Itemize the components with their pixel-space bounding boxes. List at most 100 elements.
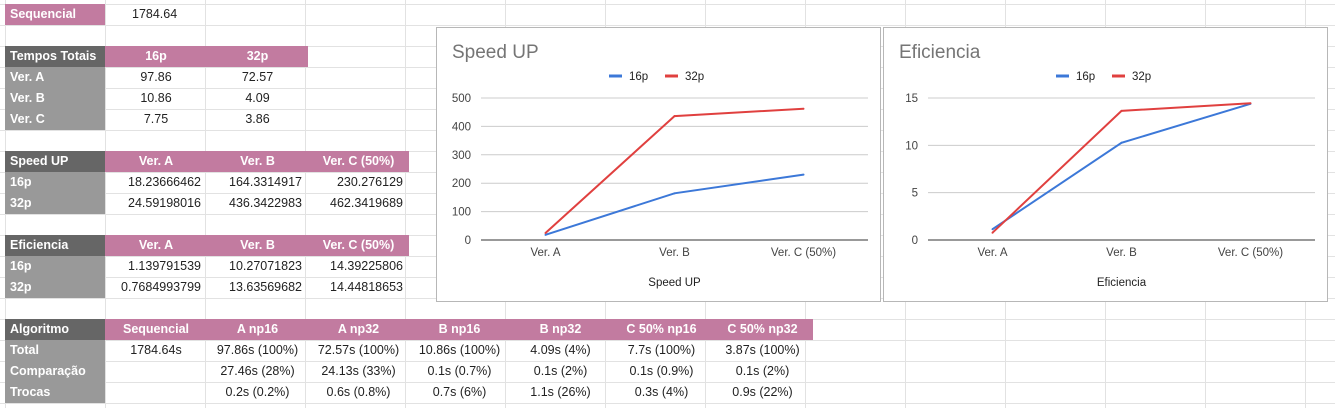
eficiencia-cell[interactable]: 0.7684993799 <box>121 280 201 294</box>
algoritmo-cell[interactable]: 3.87s (100%) <box>725 343 800 357</box>
y-tick-label: 500 <box>452 93 471 105</box>
eficiencia-header-col[interactable]: Ver. C (50%) <box>308 235 409 256</box>
eficiencia-cell[interactable]: 10.27071823 <box>229 259 302 273</box>
tempos-header-label[interactable]: Tempos Totais <box>5 46 105 67</box>
algoritmo-header-label[interactable]: Algoritmo <box>5 319 105 340</box>
eficiencia-row-label[interactable]: 32p <box>5 277 105 298</box>
eficiencia-chart[interactable]: Eficiencia 16p 32p 0 5 10 15 Ver. A Ver. B Ver. … <box>883 27 1328 302</box>
data-point-16p <box>673 192 676 195</box>
algoritmo-cell[interactable]: 1784.64s <box>130 343 182 357</box>
algoritmo-cell[interactable] <box>105 382 207 403</box>
algoritmo-cell[interactable]: 10.86s (100%) <box>418 343 501 357</box>
eficiencia-chart-svg: 16p 32p 0 5 10 15 Ver. A Ver. B Ver. C (50%) Efic… <box>905 71 1315 289</box>
algoritmo-header-col[interactable]: Sequencial <box>105 319 207 340</box>
speedup-chart-svg: 16p 32p 0 100 200 300 400 500 Ver. A Ver. B Ver. C… <box>452 71 868 289</box>
algoritmo-cell[interactable]: 27.46s (28%) <box>220 364 295 378</box>
x-tick-label: Ver. C (50%) <box>1218 247 1283 259</box>
speedup-row-label[interactable]: 16p <box>5 172 105 193</box>
legend-label-16p: 16p <box>629 71 648 83</box>
x-tick-label: Ver. A <box>977 247 1007 259</box>
eficiencia-cell[interactable]: 1.139791539 <box>128 259 201 273</box>
algoritmo-cell[interactable]: 0.1s (2%) <box>533 364 588 378</box>
algoritmo-cell[interactable]: 97.86s (100%) <box>216 343 299 357</box>
tempos-cell[interactable]: 97.86 <box>140 70 172 84</box>
eficiencia-cell[interactable]: 14.39225806 <box>330 259 403 273</box>
eficiencia-row-label[interactable]: 16p <box>5 256 105 277</box>
series-line-32p <box>991 102 1251 234</box>
speedup-header-label[interactable]: Speed UP <box>5 151 105 172</box>
tempos-cell[interactable]: 4.09 <box>245 91 270 105</box>
algoritmo-cell[interactable]: 0.9s (22%) <box>732 385 793 399</box>
eficiencia-cell[interactable]: 13.63569682 <box>229 280 302 294</box>
y-tick-label: 400 <box>452 121 471 133</box>
y-tick-label: 0 <box>912 235 918 247</box>
data-point-32p <box>991 231 994 234</box>
data-point-16p <box>802 173 805 176</box>
tempos-row-label[interactable]: Ver. A <box>5 67 105 88</box>
tempos-cell[interactable]: 7.75 <box>143 112 169 126</box>
algoritmo-row-label[interactable]: Total <box>5 340 105 361</box>
algoritmo-header-col[interactable]: C 50% np32 <box>712 319 813 340</box>
sequencial-label[interactable]: Sequencial <box>5 4 105 25</box>
speedup-chart-title: Speed UP <box>452 42 539 63</box>
algoritmo-cell[interactable]: 0.1s (2%) <box>735 364 790 378</box>
speedup-cell[interactable]: 18.23666462 <box>128 175 201 189</box>
speedup-row-label[interactable]: 32p <box>5 193 105 214</box>
eficiencia-header-label[interactable]: Eficiencia <box>5 235 105 256</box>
speedup-header-col[interactable]: Ver. B <box>207 151 308 172</box>
algoritmo-header-col[interactable]: A np32 <box>308 319 409 340</box>
y-tick-label: 100 <box>452 207 471 219</box>
eficiencia-header-col[interactable]: Ver. A <box>105 235 207 256</box>
algoritmo-cell[interactable] <box>105 361 207 382</box>
speedup-cell[interactable]: 436.3422983 <box>229 196 302 210</box>
algoritmo-cell[interactable]: 1.1s (26%) <box>530 385 591 399</box>
algoritmo-row-label[interactable]: Comparação <box>5 361 105 382</box>
algoritmo-cell[interactable]: 0.2s (0.2%) <box>225 385 290 399</box>
algoritmo-cell[interactable]: 0.1s (0.7%) <box>427 364 492 378</box>
algoritmo-header-col[interactable]: B np16 <box>409 319 510 340</box>
x-tick-label: Ver. C (50%) <box>771 247 836 259</box>
tempos-cell[interactable]: 72.57 <box>241 70 274 84</box>
algoritmo-header-col[interactable]: A np16 <box>207 319 308 340</box>
algoritmo-cell[interactable]: 24.13s (33%) <box>321 364 396 378</box>
series-line-16p <box>991 102 1251 231</box>
algoritmo-row-label[interactable]: Trocas <box>5 382 105 403</box>
tempos-header-32p[interactable]: 32p <box>207 46 308 67</box>
x-axis-title: Speed UP <box>648 277 701 289</box>
series-line-32p <box>544 107 804 234</box>
legend-label-32p: 32p <box>685 71 704 83</box>
tempos-cell[interactable]: 10.86 <box>140 91 172 105</box>
algoritmo-cell[interactable]: 0.7s (6%) <box>432 385 487 399</box>
eficiencia-chart-title: Eficiencia <box>899 42 981 63</box>
y-tick-label: 200 <box>452 178 471 190</box>
speedup-cell[interactable]: 164.3314917 <box>229 175 302 189</box>
eficiencia-cell[interactable]: 14.44818653 <box>330 280 403 294</box>
algoritmo-cell[interactable]: 72.57s (100%) <box>317 343 400 357</box>
tempos-row-label[interactable]: Ver. C <box>5 109 105 130</box>
speedup-cell[interactable]: 230.276129 <box>336 175 403 189</box>
y-tick-label: 300 <box>452 150 471 162</box>
tempos-row-label[interactable]: Ver. B <box>5 88 105 109</box>
sequencial-value[interactable]: 1784.64 <box>132 7 178 21</box>
speedup-header-col[interactable]: Ver. C (50%) <box>308 151 409 172</box>
speedup-cell[interactable]: 24.59198016 <box>128 196 201 210</box>
y-tick-label: 5 <box>912 188 918 200</box>
algoritmo-cell[interactable]: 0.3s (4%) <box>634 385 689 399</box>
speedup-cell[interactable]: 462.3419689 <box>330 196 403 210</box>
algoritmo-header-col[interactable]: C 50% np16 <box>611 319 712 340</box>
algoritmo-cell[interactable]: 7.7s (100%) <box>627 343 696 357</box>
speedup-chart[interactable]: Speed UP 16p 32p 0 100 200 300 400 500 Ver. A Ver… <box>436 27 881 302</box>
algoritmo-cell[interactable]: 0.6s (0.8%) <box>326 385 391 399</box>
y-tick-label: 0 <box>465 235 471 247</box>
speedup-header-col[interactable]: Ver. A <box>105 151 207 172</box>
data-point-32p <box>544 232 547 235</box>
eficiencia-header-col[interactable]: Ver. B <box>207 235 308 256</box>
tempos-cell[interactable]: 3.86 <box>245 112 270 126</box>
tempos-header-16p[interactable]: 16p <box>105 46 207 67</box>
data-point-32p <box>802 107 805 110</box>
data-point-32p <box>1249 102 1252 105</box>
data-point-32p <box>673 115 676 118</box>
algoritmo-cell[interactable]: 0.1s (0.9%) <box>629 364 694 378</box>
algoritmo-cell[interactable]: 4.09s (4%) <box>530 343 591 357</box>
algoritmo-header-col[interactable]: B np32 <box>510 319 611 340</box>
